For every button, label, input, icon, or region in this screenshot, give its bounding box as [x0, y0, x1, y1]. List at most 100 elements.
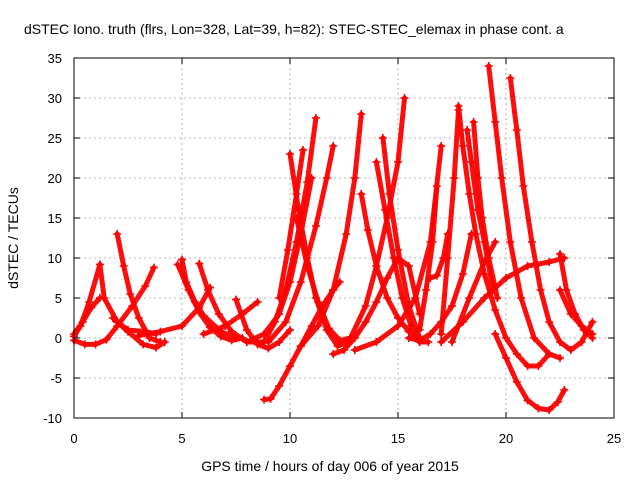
data-point: [432, 271, 441, 280]
data-point: [566, 310, 575, 318]
data-series: [437, 254, 569, 346]
data-point: [214, 310, 223, 318]
data-point: [253, 298, 262, 306]
data-series: [275, 146, 307, 302]
data-point: [361, 302, 370, 310]
data-point: [260, 395, 269, 404]
data-point: [139, 340, 148, 349]
data-point: [329, 286, 338, 294]
data-point: [517, 294, 526, 302]
data-point: [381, 206, 390, 214]
data-point: [324, 324, 333, 333]
data-series: [346, 94, 409, 342]
data-point: [480, 294, 489, 302]
data-point: [134, 331, 143, 340]
data-point: [512, 126, 521, 134]
data-point: [556, 250, 564, 258]
data-point: [253, 340, 262, 349]
y-tick-label: -10: [43, 411, 62, 426]
data-point: [426, 330, 435, 338]
data-point: [523, 362, 532, 370]
data-point: [448, 338, 456, 346]
data-point: [428, 238, 437, 246]
data-point: [426, 274, 435, 282]
data-point: [283, 246, 292, 254]
data-point: [530, 334, 539, 342]
series-line: [492, 331, 567, 413]
series-line: [438, 107, 461, 337]
series-line: [276, 147, 306, 301]
data-point: [556, 286, 564, 294]
y-tick-label: 0: [55, 331, 62, 346]
y-tick-label: 20: [48, 171, 62, 186]
data-point: [465, 190, 474, 198]
data-point: [78, 318, 87, 326]
data-point: [383, 294, 392, 302]
data-series: [70, 294, 104, 338]
data-point: [443, 254, 452, 262]
data-point: [281, 318, 290, 326]
data-point: [206, 283, 215, 292]
data-series: [70, 263, 158, 349]
data-series: [506, 74, 597, 354]
x-tick-label: 5: [178, 431, 185, 446]
data-series: [415, 182, 441, 334]
data-point: [394, 246, 402, 254]
data-point: [415, 326, 424, 334]
series-line: [348, 95, 407, 341]
data-point: [506, 74, 515, 82]
data-point: [363, 226, 372, 234]
data-point: [264, 338, 273, 346]
x-tick-label: 20: [499, 431, 513, 446]
data-point: [108, 314, 117, 322]
data-point: [448, 302, 456, 310]
y-tick-label: 10: [48, 251, 62, 266]
data-point: [372, 338, 381, 346]
y-tick-label: -5: [50, 371, 62, 386]
data-point: [232, 295, 240, 304]
data-point: [480, 258, 489, 266]
data-point: [491, 330, 500, 338]
data-point: [242, 338, 251, 346]
data-point: [519, 182, 528, 190]
data-point: [335, 336, 344, 345]
series-layer: [70, 62, 597, 414]
data-point: [124, 327, 132, 336]
data-point: [156, 327, 165, 336]
data-point: [266, 394, 275, 403]
data-series: [448, 238, 500, 346]
data-point: [577, 338, 586, 346]
data-point: [346, 334, 355, 342]
data-point: [91, 340, 100, 349]
data-point: [286, 326, 294, 334]
data-series: [491, 330, 569, 414]
data-point: [342, 230, 351, 238]
data-point: [195, 259, 204, 268]
x-tick-label: 25: [607, 431, 621, 446]
data-point: [152, 343, 161, 352]
data-point: [160, 338, 169, 346]
data-point: [545, 258, 554, 266]
data-point: [333, 342, 342, 350]
data-point: [473, 174, 482, 182]
series-line: [233, 297, 293, 351]
data-point: [545, 406, 554, 414]
data-point: [523, 396, 532, 405]
data-point: [329, 350, 338, 358]
data-point: [415, 336, 424, 345]
data-series: [232, 295, 294, 353]
data-point: [454, 102, 463, 110]
data-point: [286, 362, 294, 370]
data-point: [577, 322, 586, 330]
data-point: [340, 346, 348, 354]
data-point: [286, 150, 294, 158]
data-point: [385, 190, 394, 198]
data-point: [378, 134, 387, 142]
data-point: [424, 338, 433, 346]
data-point: [119, 262, 128, 270]
chart-title: dSTEC Iono. truth (flrs, Lon=328, Lat=39…: [24, 21, 564, 37]
data-point: [134, 314, 143, 322]
data-point: [502, 354, 510, 362]
data-point: [394, 158, 402, 166]
data-series: [264, 142, 338, 346]
